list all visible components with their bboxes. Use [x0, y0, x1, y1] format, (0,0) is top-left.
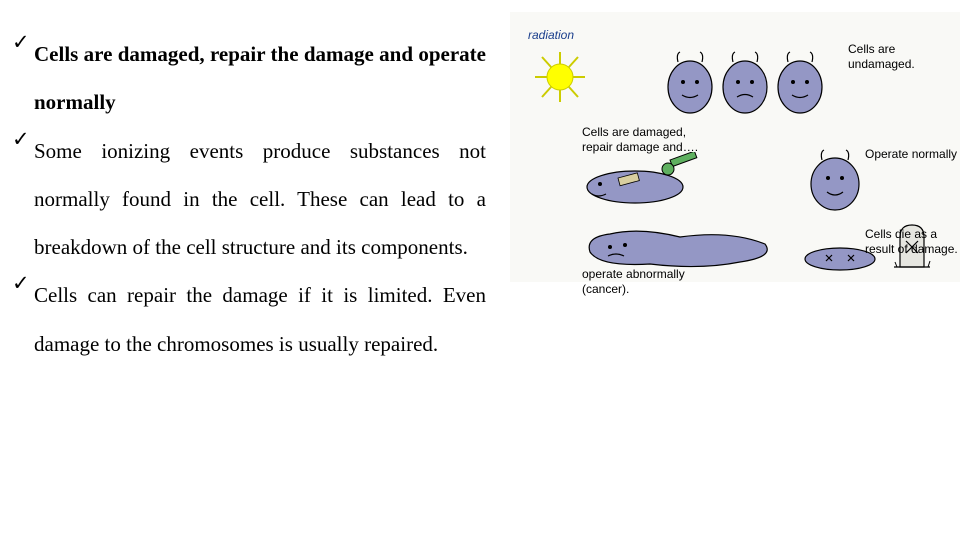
operate-normally-label: Operate normally: [865, 147, 960, 162]
abnormal-label: operate abnormally (cancer).: [582, 267, 712, 297]
cell-normal: [800, 142, 870, 212]
cell-undamaged: [660, 42, 840, 117]
die-label: Cells die as a result of damage.: [865, 227, 960, 257]
bullet-1-text: Cells are damaged, repair the damage and…: [34, 30, 500, 127]
bullet-2: ✓ Some ionizing events produce substance…: [12, 127, 500, 272]
bullet-2-text: Some ionizing events produce substances …: [34, 127, 500, 272]
bullet-list: ✓ Cells are damaged, repair the damage a…: [0, 0, 500, 368]
bullet-3: ✓ Cells can repair the damage if it is l…: [12, 271, 500, 368]
radiation-icon: [530, 47, 590, 107]
cell-abnormal: [580, 222, 780, 272]
cell-repair: [580, 152, 730, 207]
bullet-3-text: Cells can repair the damage if it is lim…: [34, 271, 500, 368]
cell-diagram: radiation Cells are undamaged.: [510, 12, 960, 282]
bullet-1: ✓ Cells are damaged, repair the damage a…: [12, 30, 500, 127]
damaged-repair-label: Cells are damaged, repair damage and….: [582, 125, 712, 155]
undamaged-label: Cells are undamaged.: [848, 42, 943, 72]
check-icon: ✓: [12, 30, 34, 127]
check-icon: ✓: [12, 271, 34, 368]
radiation-label: radiation: [528, 28, 574, 43]
check-icon: ✓: [12, 127, 34, 272]
